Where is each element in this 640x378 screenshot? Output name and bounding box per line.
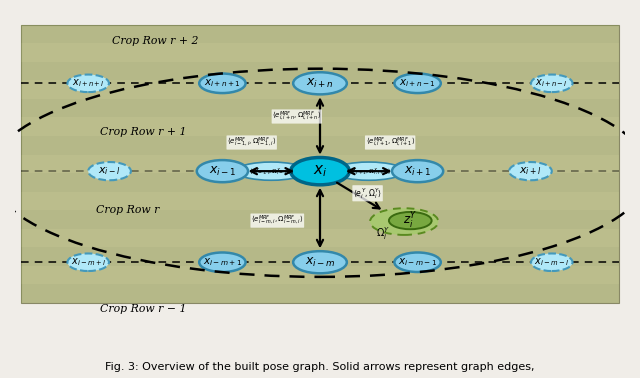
Bar bbox=[21, 136, 619, 155]
Text: $\Omega^Y_i$: $\Omega^Y_i$ bbox=[376, 226, 390, 242]
Text: $\langle e^{MRF}_{i,i+n}, \Omega^{MRF}_{i,i+n}\rangle$: $\langle e^{MRF}_{i,i+n}, \Omega^{MRF}_{… bbox=[272, 110, 321, 123]
Ellipse shape bbox=[196, 160, 248, 182]
Ellipse shape bbox=[199, 74, 246, 93]
Text: $x_{i-m+1}$: $x_{i-m+1}$ bbox=[203, 256, 242, 268]
Text: $x_{i-m}$: $x_{i-m}$ bbox=[305, 256, 335, 269]
Text: $x_{i-m-l}$: $x_{i-m-l}$ bbox=[534, 256, 570, 268]
Bar bbox=[21, 43, 619, 62]
Ellipse shape bbox=[291, 158, 349, 185]
Ellipse shape bbox=[509, 162, 552, 180]
Ellipse shape bbox=[236, 162, 307, 180]
Bar bbox=[21, 247, 619, 266]
Ellipse shape bbox=[394, 74, 441, 93]
Text: $\langle e^X_{i-1,i}, \Omega^X_{i-1,i}\rangle$: $\langle e^X_{i-1,i}, \Omega^X_{i-1,i}\r… bbox=[249, 166, 294, 176]
Bar bbox=[21, 266, 619, 284]
Ellipse shape bbox=[370, 208, 438, 235]
Bar bbox=[21, 210, 619, 229]
Text: $x_i$: $x_i$ bbox=[313, 163, 327, 179]
Text: Fig. 3: Overview of the built pose graph. Solid arrows represent graph edges,: Fig. 3: Overview of the built pose graph… bbox=[105, 363, 535, 372]
Text: $\langle e^X_{i,i+1}, \Omega^X_{i,i+1}\rangle$: $\langle e^X_{i,i+1}, \Omega^X_{i,i+1}\r… bbox=[346, 166, 391, 176]
Text: $z^Y_i$: $z^Y_i$ bbox=[403, 211, 417, 231]
Text: Crop Row r + 1: Crop Row r + 1 bbox=[100, 127, 186, 137]
Text: $x_{i-l}$: $x_{i-l}$ bbox=[98, 165, 121, 177]
Bar bbox=[21, 25, 619, 43]
Text: $x_{i+l}$: $x_{i+l}$ bbox=[519, 165, 542, 177]
Bar bbox=[21, 192, 619, 210]
Text: $x_{i-m-1}$: $x_{i-m-1}$ bbox=[398, 256, 437, 268]
Text: Crop Row r: Crop Row r bbox=[96, 205, 159, 215]
Ellipse shape bbox=[67, 74, 109, 92]
Ellipse shape bbox=[392, 160, 444, 182]
Text: $\langle e^Y_i, \Omega^Y_i\rangle$: $\langle e^Y_i, \Omega^Y_i\rangle$ bbox=[353, 186, 382, 201]
Text: $x_{i+n-l}$: $x_{i+n-l}$ bbox=[536, 77, 568, 89]
Bar bbox=[21, 81, 619, 99]
Bar bbox=[21, 118, 619, 136]
Text: $x_{i+n+1}$: $x_{i+n+1}$ bbox=[204, 77, 241, 89]
Ellipse shape bbox=[67, 254, 109, 271]
Bar bbox=[21, 62, 619, 81]
Text: $x_{i+n}$: $x_{i+n}$ bbox=[306, 77, 334, 90]
Ellipse shape bbox=[333, 162, 404, 180]
Ellipse shape bbox=[199, 253, 246, 272]
Bar bbox=[21, 173, 619, 192]
Bar bbox=[21, 99, 619, 118]
Ellipse shape bbox=[394, 253, 441, 272]
Bar bbox=[21, 229, 619, 247]
Bar bbox=[21, 155, 619, 173]
Text: $x_{i-m+l}$: $x_{i-m+l}$ bbox=[70, 256, 106, 268]
Text: Crop Row r + 2: Crop Row r + 2 bbox=[112, 36, 198, 46]
Bar bbox=[21, 25, 619, 303]
Ellipse shape bbox=[531, 254, 573, 271]
Ellipse shape bbox=[531, 74, 573, 92]
Ellipse shape bbox=[88, 162, 131, 180]
Text: $x_{i+n-1}$: $x_{i+n-1}$ bbox=[399, 77, 436, 89]
Text: Crop Row r − 1: Crop Row r − 1 bbox=[100, 304, 186, 314]
Text: $x_{i+1}$: $x_{i+1}$ bbox=[404, 164, 431, 178]
Ellipse shape bbox=[293, 72, 347, 94]
Text: $\langle e^{MRF}_{i,i+1}, \Omega^{MRF}_{i,i+1}\rangle$: $\langle e^{MRF}_{i,i+1}, \Omega^{MRF}_{… bbox=[365, 136, 415, 149]
Bar bbox=[21, 284, 619, 303]
Text: $x_{i-1}$: $x_{i-1}$ bbox=[209, 164, 236, 178]
Ellipse shape bbox=[293, 251, 347, 273]
Ellipse shape bbox=[389, 212, 431, 229]
Text: $x_{i+n+l}$: $x_{i+n+l}$ bbox=[72, 77, 104, 89]
Text: $\langle e^{MRF}_{i-m,i}, \Omega^{MRF}_{i-m,i}\rangle$: $\langle e^{MRF}_{i-m,i}, \Omega^{MRF}_{… bbox=[251, 214, 303, 227]
Text: $\langle e^{MRF}_{i-1,i}, \Omega^{MRF}_{i-1,i}\rangle$: $\langle e^{MRF}_{i-1,i}, \Omega^{MRF}_{… bbox=[227, 136, 276, 149]
